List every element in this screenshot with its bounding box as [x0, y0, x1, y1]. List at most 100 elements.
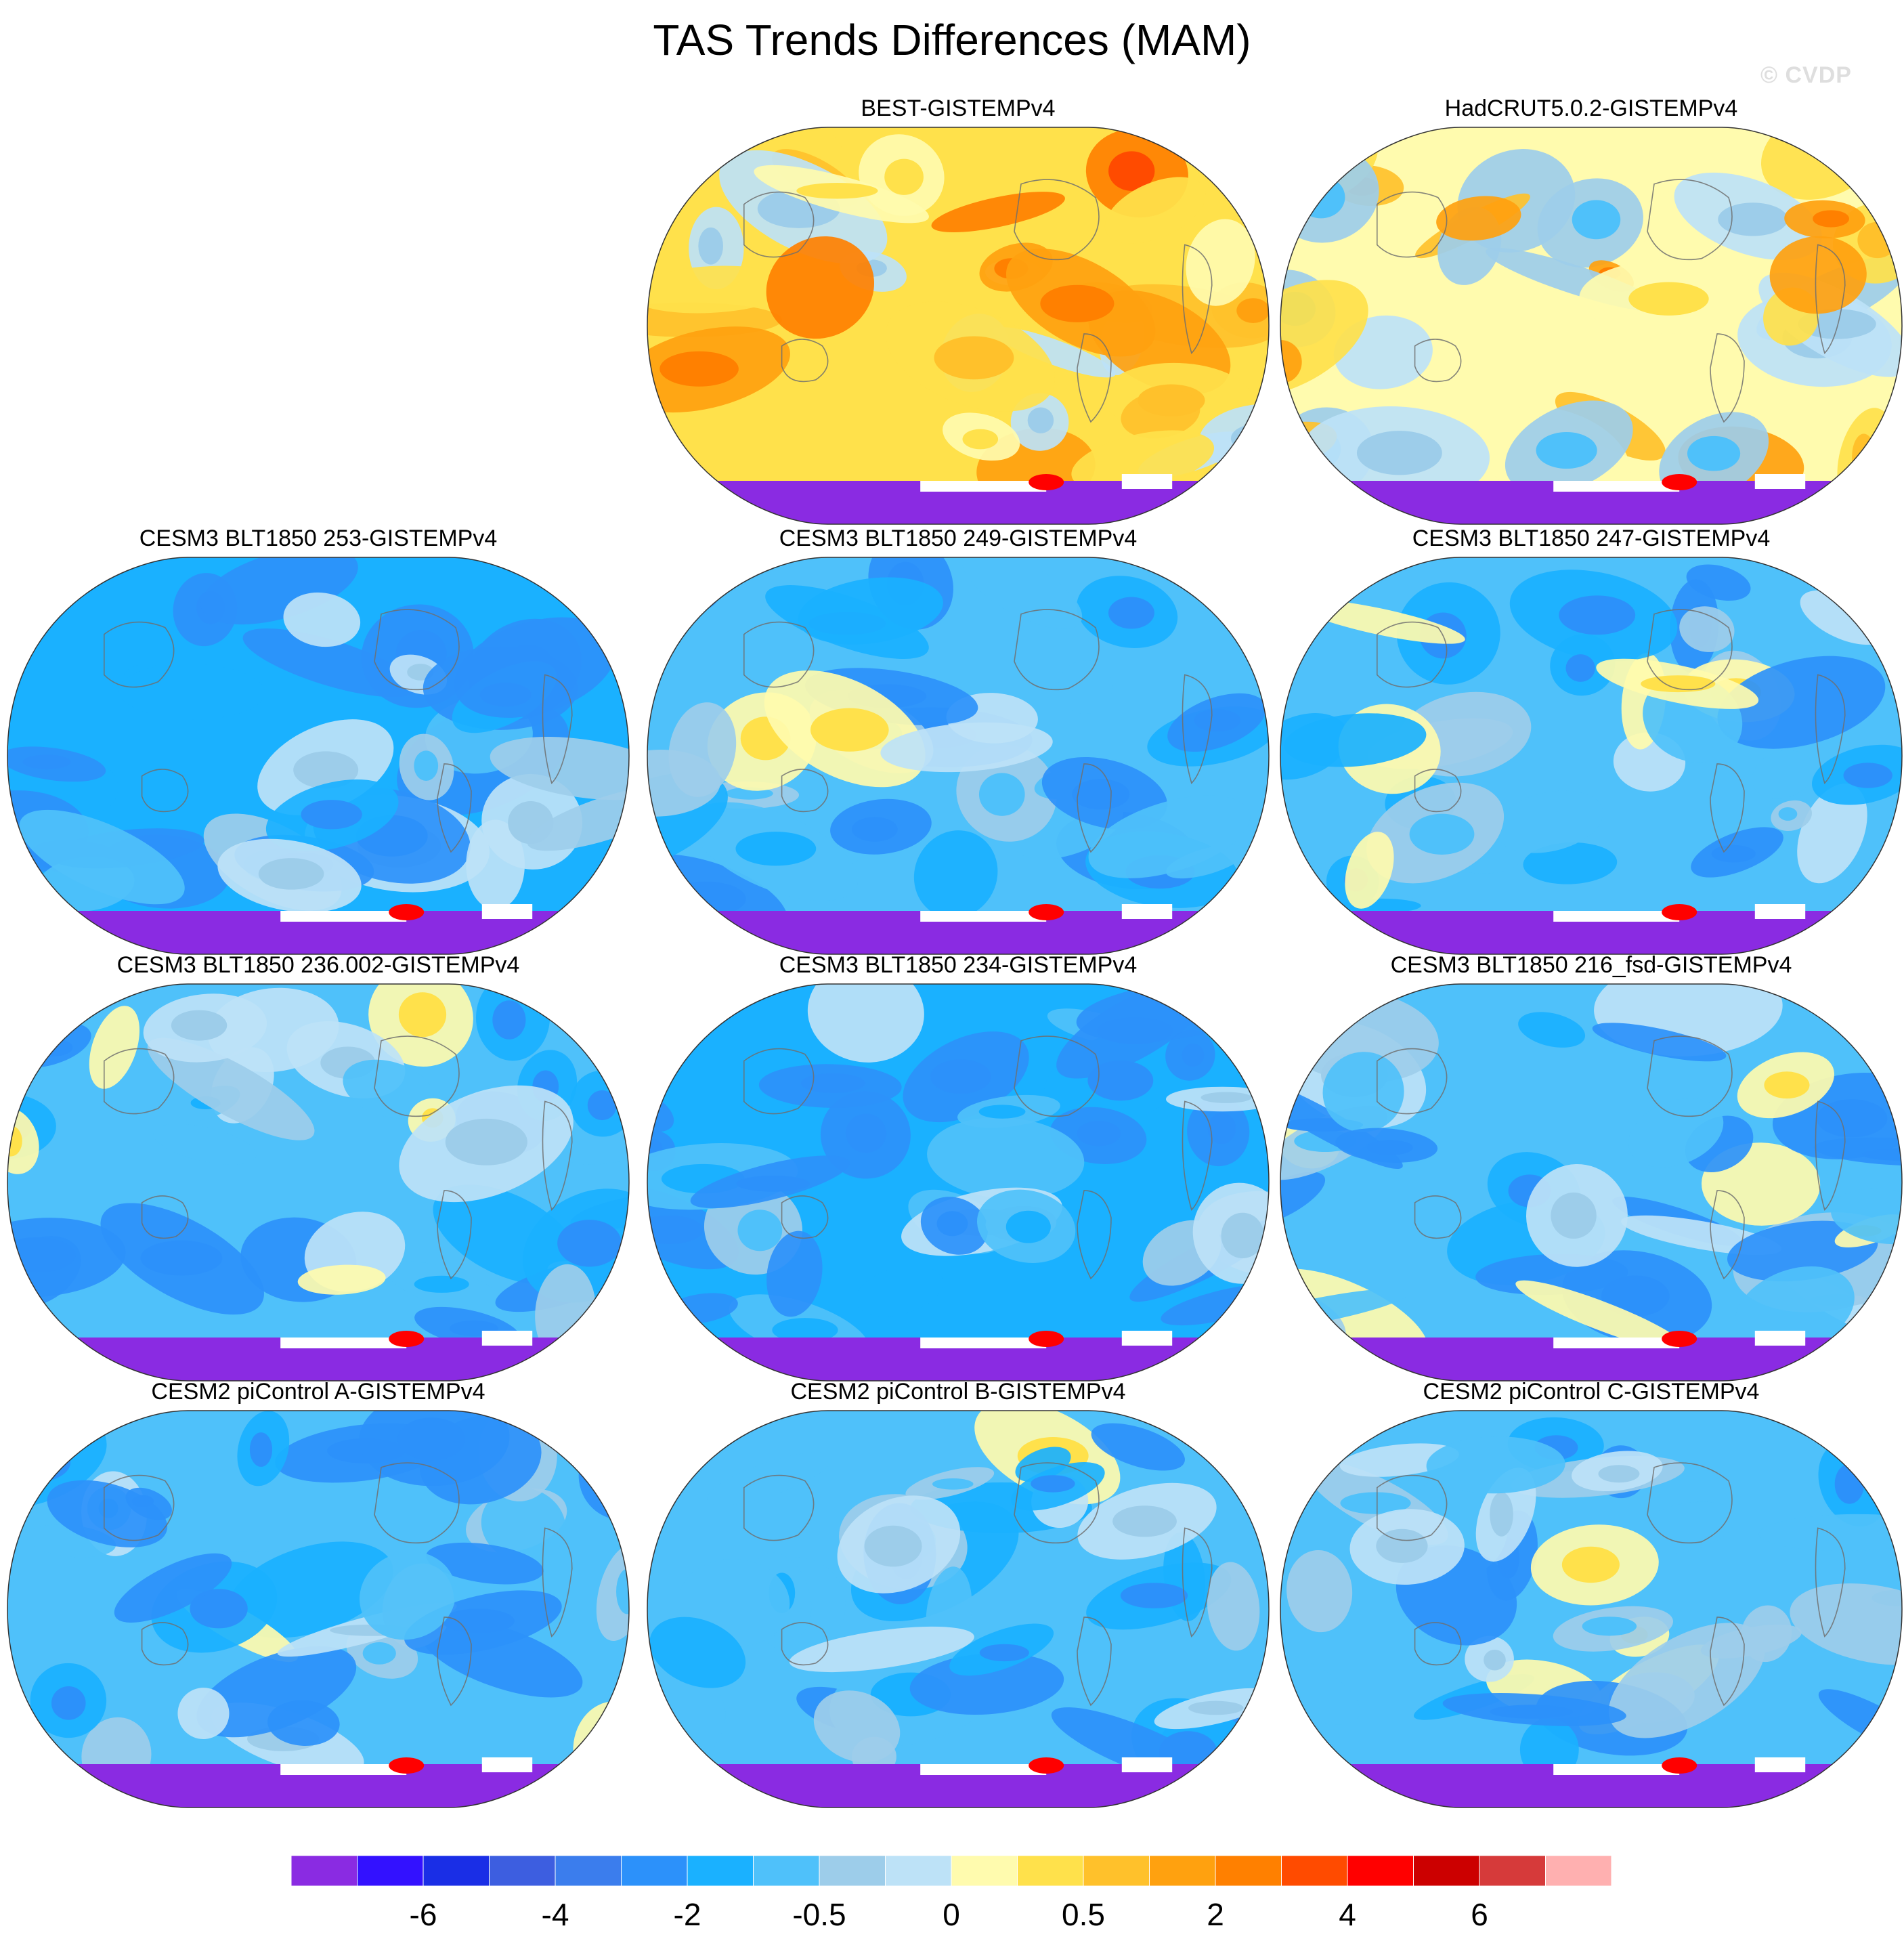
anomaly-core	[605, 1457, 629, 1497]
panel-title: HadCRUT5.0.2-GISTEMPv4	[1444, 95, 1738, 121]
anomaly-core	[1366, 1140, 1413, 1155]
anomaly-core	[978, 1105, 1026, 1119]
colorbar-swatch	[819, 1856, 886, 1887]
coastline	[1414, 1195, 1462, 1239]
anomaly-region	[647, 265, 794, 314]
anomaly-region	[813, 1690, 901, 1763]
anomaly-region	[1686, 564, 1751, 601]
anomaly-core	[934, 336, 1014, 380]
anomaly-core	[258, 858, 324, 890]
coastline	[1014, 609, 1100, 691]
anomaly-core	[1040, 284, 1115, 322]
anomaly-core	[1559, 595, 1636, 635]
anomaly-core	[140, 1240, 223, 1276]
coastline	[1710, 1617, 1745, 1707]
anomaly-core	[1778, 807, 1798, 821]
anomaly-core	[852, 817, 898, 842]
coastline	[374, 1035, 460, 1117]
anomaly-core	[1662, 904, 1697, 920]
coastline	[1815, 244, 1846, 354]
trend-map	[1280, 557, 1903, 955]
anomaly-core	[1409, 813, 1475, 855]
map-outline	[7, 1410, 630, 1808]
missing-data	[280, 1338, 407, 1348]
map-panel: BEST-GISTEMPv4	[643, 95, 1273, 528]
map-panel: CESM3 BLT1850 253-GISTEMPv4	[3, 525, 633, 958]
anomaly-core	[978, 773, 1025, 816]
anomaly-region	[1752, 750, 1814, 799]
anomaly-core	[1662, 1331, 1697, 1347]
map-outline	[1280, 983, 1903, 1382]
missing-data	[1553, 911, 1680, 922]
anomaly-core	[33, 1038, 73, 1057]
trend-map	[647, 127, 1270, 525]
anomaly-region	[1515, 1280, 1687, 1351]
panel-title: CESM2 piControl B-GISTEMPv4	[790, 1379, 1126, 1405]
map-outline	[7, 557, 630, 955]
anomaly-region	[1679, 606, 1735, 652]
coastline	[1647, 1035, 1733, 1117]
colorbar-swatch	[555, 1856, 622, 1887]
coastline	[437, 763, 472, 853]
panel-title: CESM3 BLT1850 253-GISTEMPv4	[139, 526, 498, 551]
anomaly-region	[1797, 784, 1867, 884]
anomaly-region	[1071, 430, 1215, 492]
coastline	[1182, 674, 1213, 784]
coastline	[1647, 609, 1733, 691]
anomaly-core	[1852, 433, 1876, 480]
anomaly-region	[1518, 1012, 1586, 1048]
map-panel: CESM2 piControl C-GISTEMPv4	[1276, 1378, 1904, 1812]
coastline	[743, 1474, 815, 1541]
colorbar-swatch	[291, 1856, 358, 1887]
trend-map	[7, 983, 630, 1382]
coastline	[141, 769, 189, 813]
anomaly-core	[796, 183, 878, 199]
anomaly-core	[1490, 1705, 1573, 1719]
colorbar-swatch	[1413, 1856, 1480, 1887]
colorbar-tick-label: -0.5	[792, 1897, 846, 1932]
anomaly-region	[1496, 790, 1603, 853]
anomaly-region	[1058, 660, 1113, 714]
anomaly-core	[293, 751, 359, 789]
anomaly-core	[1601, 1275, 1670, 1317]
coastline	[104, 621, 175, 688]
anomaly-region	[1608, 1623, 1765, 1738]
anomaly-core	[1572, 200, 1621, 240]
coastline	[1815, 1527, 1846, 1638]
anomaly-core	[1356, 431, 1442, 475]
panel-title: CESM3 BLT1850 236.002-GISTEMPv4	[116, 952, 520, 978]
anomaly-core	[1662, 474, 1697, 490]
anomaly-region	[118, 664, 265, 720]
anomaly-region	[297, 1264, 386, 1295]
anomaly-core	[1340, 1492, 1411, 1514]
anomaly-region	[267, 1700, 340, 1746]
anomaly-region	[114, 1553, 232, 1623]
anomaly-region	[1322, 1052, 1404, 1132]
anomaly-core	[1031, 1475, 1075, 1493]
missing-data	[1121, 1757, 1173, 1772]
missing-data	[481, 904, 533, 919]
anomaly-core	[1813, 210, 1849, 228]
coastline	[1710, 333, 1745, 423]
map-outline	[7, 983, 630, 1382]
anomaly-core	[1297, 176, 1345, 219]
anomaly-core	[932, 1478, 974, 1490]
anomaly-region	[1166, 844, 1246, 879]
missing-data	[920, 1338, 1047, 1348]
anomaly-core	[441, 1608, 515, 1633]
map-panel: CESM2 piControl A-GISTEMPv4	[3, 1378, 633, 1812]
anomaly-region	[766, 1231, 823, 1317]
anomaly-region	[1104, 177, 1206, 244]
colorbar-swatch	[489, 1856, 556, 1887]
missing-data	[481, 1757, 533, 1772]
anomaly-core	[1029, 1757, 1064, 1774]
anomaly-core	[1280, 432, 1307, 452]
anomaly-core	[51, 1686, 86, 1720]
coastline	[743, 621, 815, 688]
anomaly-core	[936, 1211, 968, 1237]
anomaly-core	[1816, 1099, 1888, 1138]
anomaly-core	[557, 1220, 622, 1267]
coastline	[1710, 1190, 1745, 1280]
anomaly-core	[414, 1275, 469, 1293]
anomaly-core	[1598, 1465, 1640, 1483]
